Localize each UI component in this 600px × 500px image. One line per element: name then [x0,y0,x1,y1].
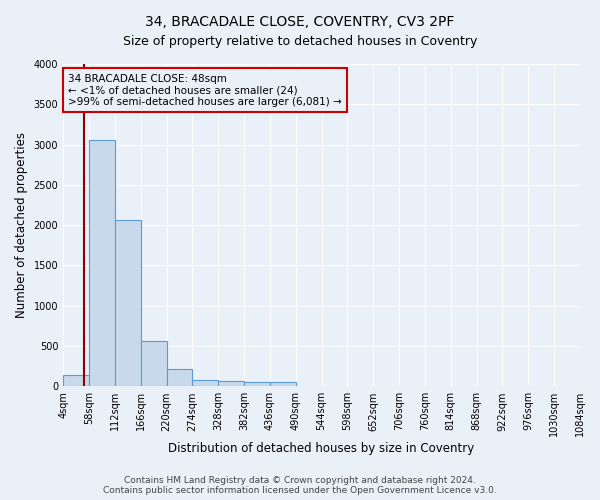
Text: Size of property relative to detached houses in Coventry: Size of property relative to detached ho… [123,35,477,48]
Text: Contains HM Land Registry data © Crown copyright and database right 2024.
Contai: Contains HM Land Registry data © Crown c… [103,476,497,495]
Bar [193,380,218,386]
Bar [270,382,296,386]
Bar [218,382,244,386]
Bar [167,368,193,386]
Bar [63,375,89,386]
X-axis label: Distribution of detached houses by size in Coventry: Distribution of detached houses by size … [169,442,475,455]
Bar [140,341,167,386]
Bar [89,140,115,386]
Y-axis label: Number of detached properties: Number of detached properties [15,132,28,318]
Bar [244,382,270,386]
Bar [115,220,140,386]
Text: 34, BRACADALE CLOSE, COVENTRY, CV3 2PF: 34, BRACADALE CLOSE, COVENTRY, CV3 2PF [145,15,455,29]
Text: 34 BRACADALE CLOSE: 48sqm
← <1% of detached houses are smaller (24)
>99% of semi: 34 BRACADALE CLOSE: 48sqm ← <1% of detac… [68,74,342,107]
